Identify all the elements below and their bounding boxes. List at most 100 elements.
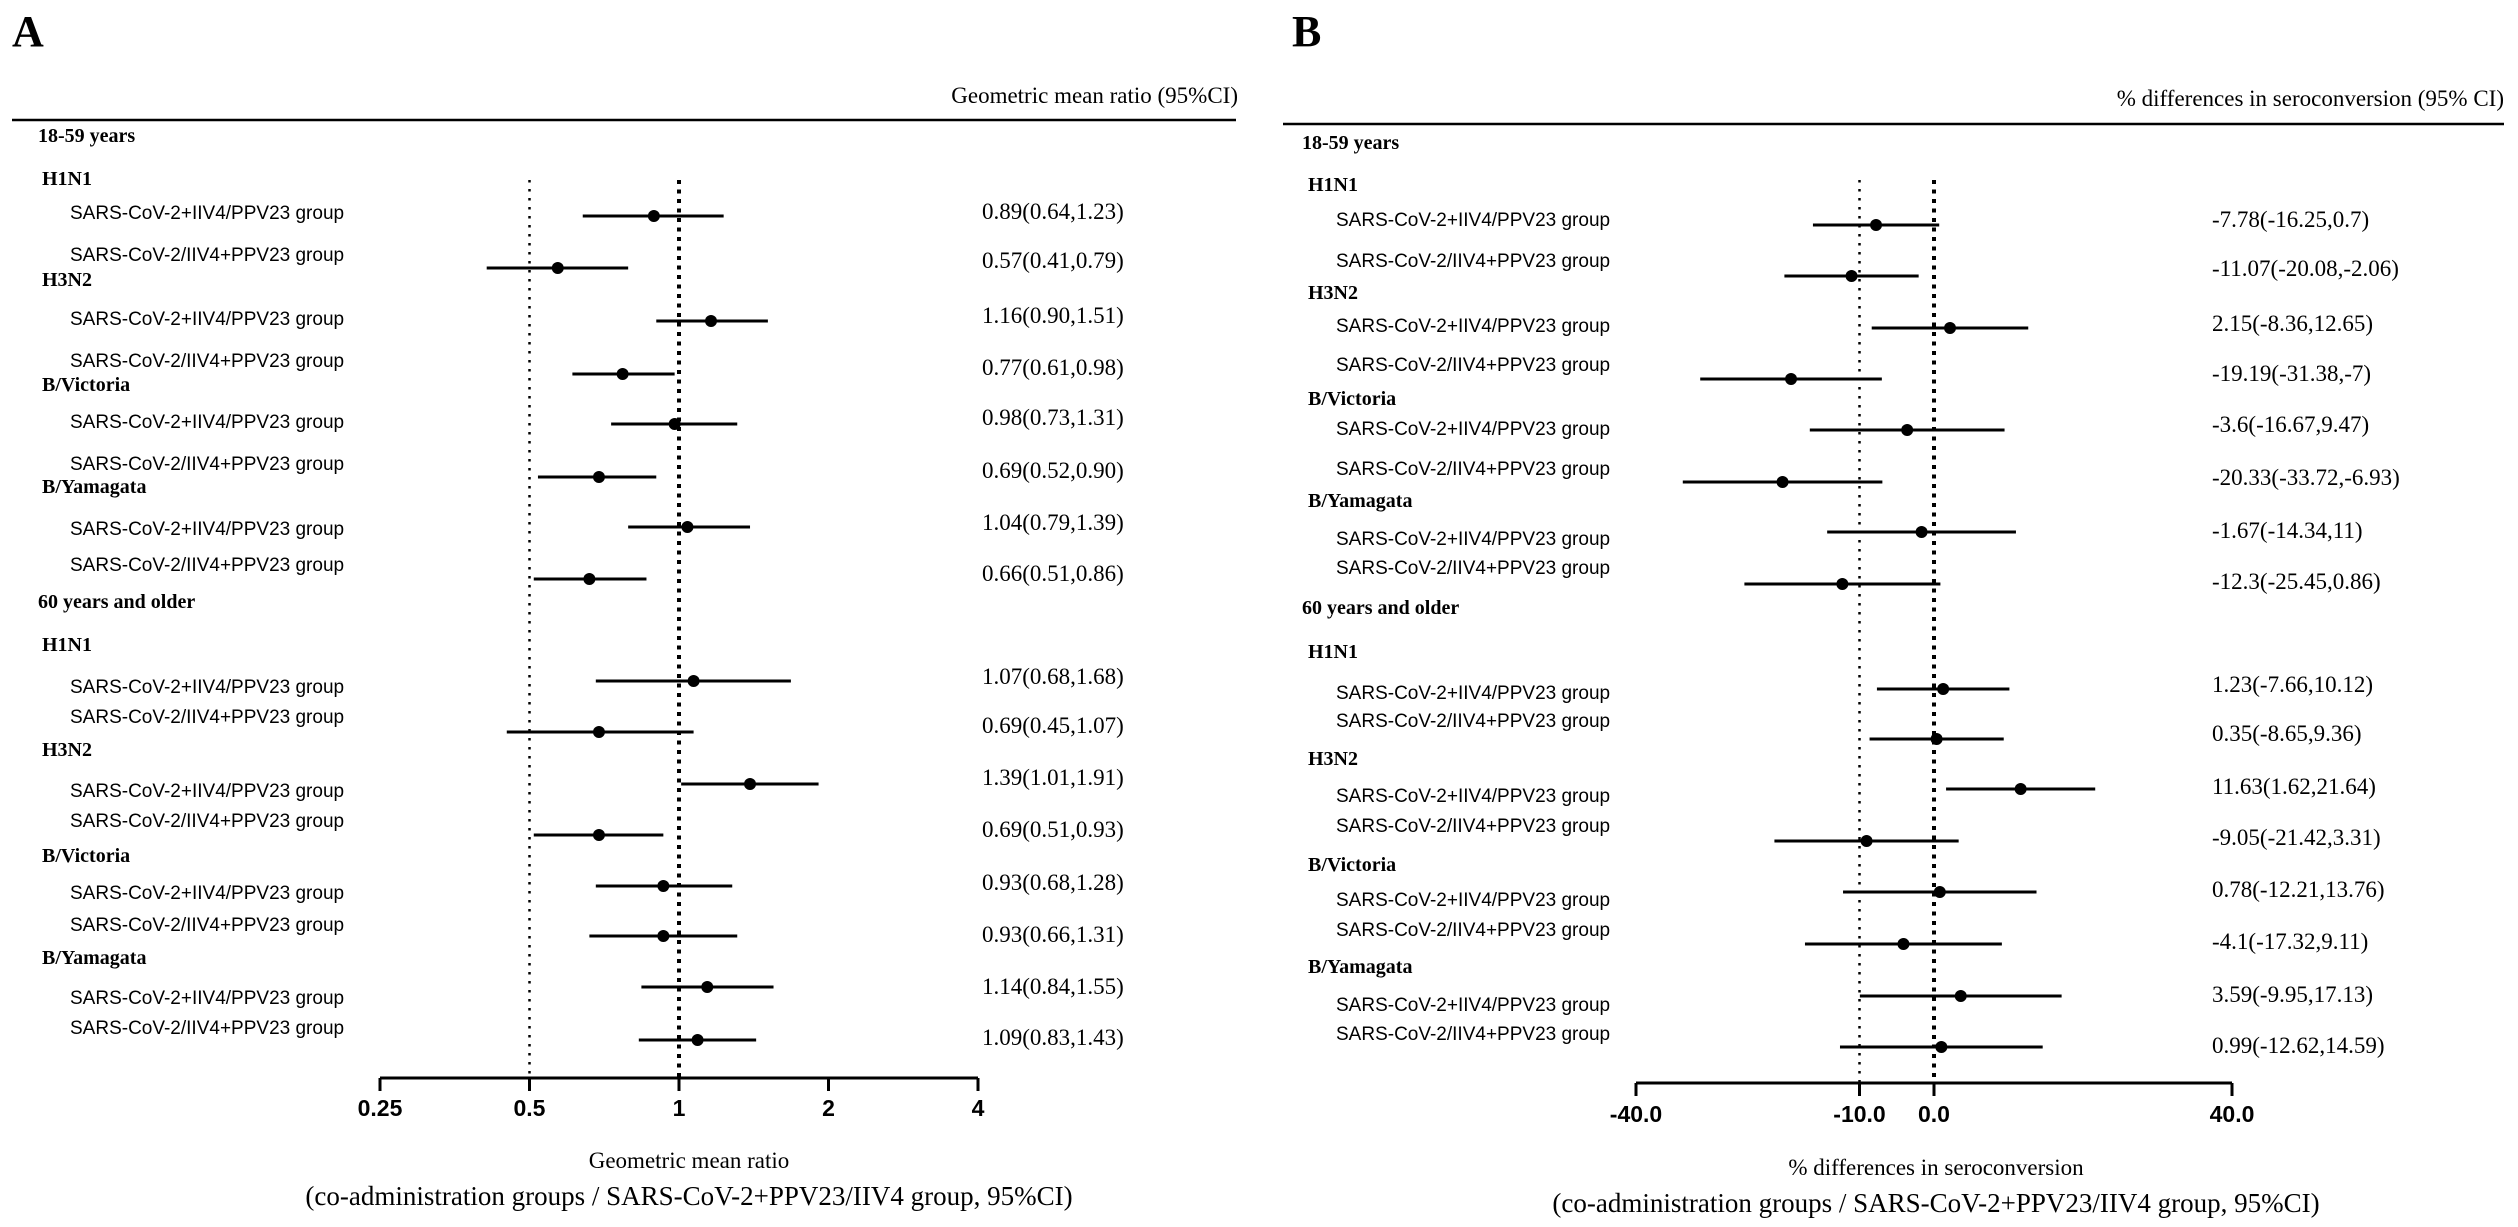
row-label: SARS-CoV-2+IIV4/PPV23 group: [1336, 529, 1610, 550]
point-estimate: [1937, 683, 1950, 695]
group-name: B/Victoria: [42, 845, 130, 867]
point-estimate: [647, 210, 660, 222]
point-estimate: [701, 981, 714, 993]
row-label: SARS-CoV-2+IIV4/PPV23 group: [1336, 683, 1610, 704]
point-estimate: [592, 829, 605, 841]
row-label: SARS-CoV-2/IIV4+PPV23 group: [70, 245, 344, 266]
group-name: H1N1: [1308, 641, 1358, 663]
estimate-text: 0.99(-12.62,14.59): [2212, 1033, 2384, 1058]
section-title: 60 years and older: [1302, 597, 1459, 619]
x-tick-label: -40.0: [1610, 1101, 1662, 1127]
panel-label: A: [12, 7, 44, 56]
point-estimate: [681, 521, 694, 533]
estimate-text: 0.78(-12.21,13.76): [2212, 877, 2384, 902]
estimate-text: -11.07(-20.08,-2.06): [2212, 256, 2399, 281]
estimate-text: -3.6(-16.67,9.47): [2212, 412, 2369, 437]
x-tick-label: 4: [972, 1095, 985, 1121]
group-name: H1N1: [1308, 174, 1358, 196]
estimate-text: 0.66(0.51,0.86): [982, 561, 1124, 586]
row-label: SARS-CoV-2/IIV4+PPV23 group: [70, 351, 344, 372]
estimate-text: 1.09(0.83,1.43): [982, 1025, 1124, 1050]
x-tick-label: 2: [822, 1095, 835, 1121]
estimate-text: 1.39(1.01,1.91): [982, 765, 1124, 790]
x-tick-label: 0.25: [358, 1095, 403, 1121]
point-estimate: [1776, 476, 1789, 488]
x-axis-label: Geometric mean ratio: [589, 1148, 790, 1173]
estimate-text: 1.07(0.68,1.68): [982, 664, 1124, 689]
point-estimate: [1860, 835, 1873, 847]
estimate-text: 1.14(0.84,1.55): [982, 974, 1124, 999]
estimate-text: 1.23(-7.66,10.12): [2212, 672, 2373, 697]
row-label: SARS-CoV-2/IIV4+PPV23 group: [70, 915, 344, 936]
point-estimate: [583, 573, 596, 585]
point-estimate: [1944, 322, 1957, 334]
group-name: H3N2: [1308, 282, 1358, 304]
point-estimate: [1870, 219, 1883, 231]
estimate-text: 0.93(0.68,1.28): [982, 870, 1124, 895]
column-header: % differences in seroconversion (95% CI): [2117, 86, 2504, 111]
estimate-text: 0.89(0.64,1.23): [982, 199, 1124, 224]
point-estimate: [1836, 578, 1849, 590]
row-label: SARS-CoV-2/IIV4+PPV23 group: [1336, 459, 1610, 480]
row-label: SARS-CoV-2+IIV4/PPV23 group: [70, 309, 344, 330]
point-estimate: [1935, 1041, 1948, 1053]
point-estimate: [1933, 886, 1946, 898]
point-estimate: [2014, 783, 2027, 795]
point-estimate: [1915, 526, 1928, 538]
group-name: H3N2: [42, 739, 92, 761]
estimate-text: 0.93(0.66,1.31): [982, 922, 1124, 947]
group-name: B/Yamagata: [42, 476, 146, 498]
column-header: Geometric mean ratio (95%CI): [951, 83, 1238, 108]
group-name: H1N1: [42, 634, 92, 656]
row-label: SARS-CoV-2/IIV4+PPV23 group: [1336, 558, 1610, 579]
x-axis-sublabel: (co-administration groups / SARS-CoV-2+P…: [1552, 1188, 2319, 1218]
estimate-text: 2.15(-8.36,12.65): [2212, 311, 2373, 336]
estimate-text: -7.78(-16.25,0.7): [2212, 207, 2369, 232]
row-label: SARS-CoV-2+IIV4/PPV23 group: [70, 203, 344, 224]
estimate-text: 1.04(0.79,1.39): [982, 510, 1124, 535]
row-label: SARS-CoV-2/IIV4+PPV23 group: [70, 811, 344, 832]
group-name: B/Victoria: [42, 374, 130, 396]
estimate-text: 1.16(0.90,1.51): [982, 303, 1124, 328]
row-label: SARS-CoV-2+IIV4/PPV23 group: [70, 781, 344, 802]
point-estimate: [1954, 990, 1967, 1002]
estimate-text: 0.69(0.52,0.90): [982, 458, 1124, 483]
group-name: B/Yamagata: [1308, 490, 1412, 512]
point-estimate: [705, 315, 718, 327]
row-label: SARS-CoV-2/IIV4+PPV23 group: [70, 1018, 344, 1039]
estimate-text: 0.69(0.45,1.07): [982, 713, 1124, 738]
row-label: SARS-CoV-2+IIV4/PPV23 group: [70, 883, 344, 904]
point-estimate: [592, 471, 605, 483]
row-label: SARS-CoV-2/IIV4+PPV23 group: [1336, 711, 1610, 732]
row-label: SARS-CoV-2+IIV4/PPV23 group: [1336, 316, 1610, 337]
group-name: H1N1: [42, 168, 92, 190]
row-label: SARS-CoV-2/IIV4+PPV23 group: [1336, 355, 1610, 376]
point-estimate: [1930, 733, 1943, 745]
estimate-text: 0.77(0.61,0.98): [982, 355, 1124, 380]
group-name: B/Victoria: [1308, 854, 1396, 876]
panel-a: A Geometric mean ratio (95%CI) 18-59 years…: [12, 7, 1238, 1211]
section-title: 18-59 years: [38, 125, 135, 147]
row-label: SARS-CoV-2+IIV4/PPV23 group: [70, 988, 344, 1009]
point-estimate: [1785, 373, 1798, 385]
point-estimate: [657, 880, 670, 892]
row-label: SARS-CoV-2/IIV4+PPV23 group: [1336, 816, 1610, 837]
row-label: SARS-CoV-2+IIV4/PPV23 group: [1336, 995, 1610, 1016]
point-estimate: [592, 726, 605, 738]
row-label: SARS-CoV-2+IIV4/PPV23 group: [70, 412, 344, 433]
point-estimate: [551, 262, 564, 274]
estimate-text: -9.05(-21.42,3.31): [2212, 825, 2381, 850]
estimate-text: 0.35(-8.65,9.36): [2212, 721, 2361, 746]
row-label: SARS-CoV-2+IIV4/PPV23 group: [1336, 890, 1610, 911]
row-label: SARS-CoV-2/IIV4+PPV23 group: [70, 454, 344, 475]
point-estimate: [744, 778, 757, 790]
group-name: B/Yamagata: [1308, 956, 1412, 978]
x-tick-label: 1: [673, 1095, 686, 1121]
x-tick-label: 0.0: [1918, 1101, 1950, 1127]
point-estimate: [1901, 424, 1914, 436]
row-label: SARS-CoV-2/IIV4+PPV23 group: [1336, 920, 1610, 941]
group-name: B/Victoria: [1308, 388, 1396, 410]
panel-b: B % differences in seroconversion (95% CI…: [1283, 7, 2504, 1218]
row-label: SARS-CoV-2+IIV4/PPV23 group: [70, 519, 344, 540]
